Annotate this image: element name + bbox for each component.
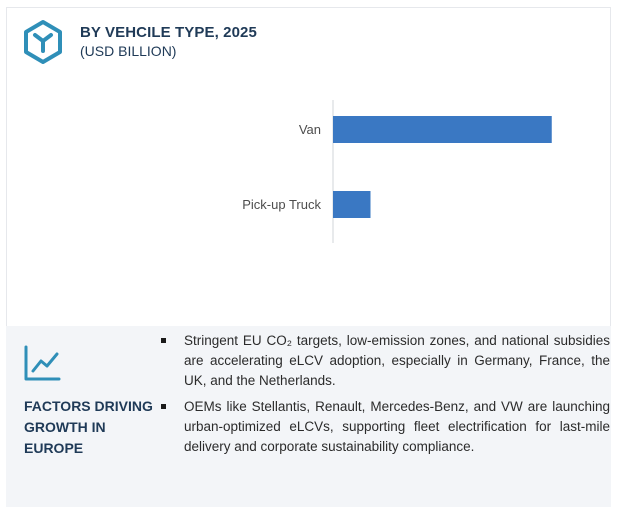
- bullet-icon: [161, 338, 166, 343]
- bullet-text: Stringent EU CO₂ targets, low-emission z…: [184, 333, 610, 388]
- chart-subtitle: (USD BILLION): [80, 43, 177, 59]
- list-item: OEMs like Stellantis, Renault, Mercedes-…: [160, 397, 610, 457]
- bar-van: [333, 116, 552, 143]
- chart-title: BY VEHCILE TYPE, 2025: [80, 24, 257, 41]
- bullet-text: OEMs like Stellantis, Renault, Mercedes-…: [184, 399, 610, 454]
- category-label: Pick-up Truck: [242, 197, 321, 212]
- bullet-icon: [161, 404, 166, 409]
- bar-pick-up-truck: [333, 191, 371, 218]
- category-label: Van: [299, 122, 321, 137]
- factors-panel: [6, 326, 611, 507]
- trend-chart-icon: [24, 345, 61, 381]
- factors-list: Stringent EU CO₂ targets, low-emission z…: [160, 331, 610, 463]
- cube-hexagon-icon: [24, 20, 62, 64]
- factors-title: FACTORS DRIVING GROWTH IN EUROPE: [24, 398, 153, 456]
- list-item: Stringent EU CO₂ targets, low-emission z…: [160, 331, 610, 391]
- bar-chart: Van Pick-up Truck: [242, 100, 552, 243]
